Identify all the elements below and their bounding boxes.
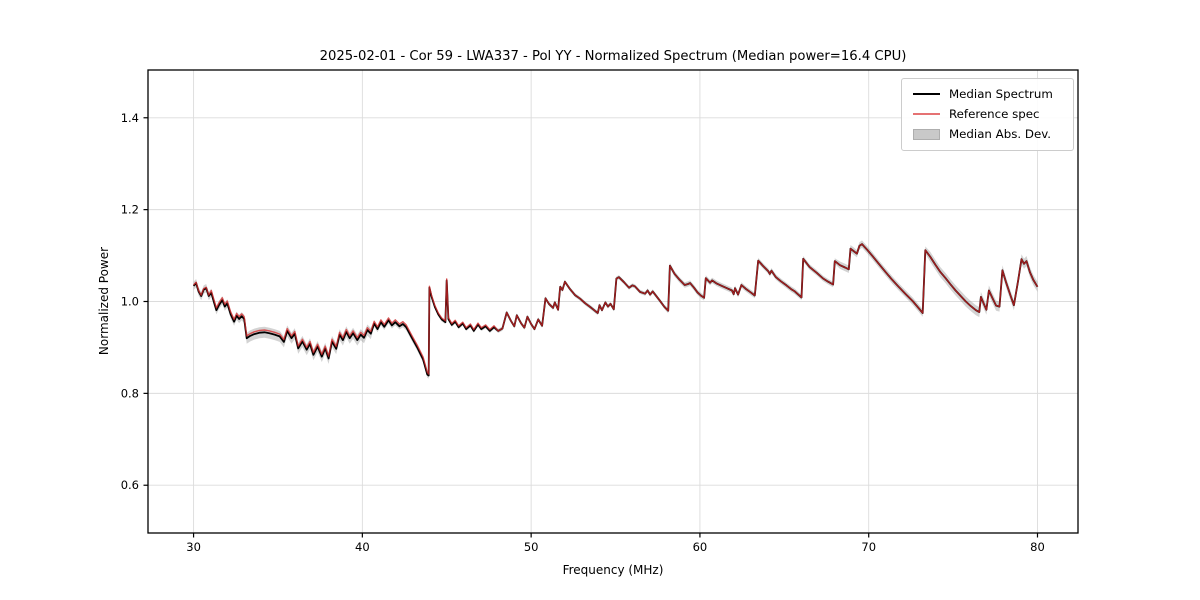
legend-item-mad: Median Abs. Dev. [902,124,1073,144]
x-tick-label: 30 [186,540,201,554]
x-axis-label: Frequency (MHz) [562,563,664,577]
y-tick-label: 1.4 [121,111,139,125]
legend-item-median-spectrum: Median Spectrum [902,84,1073,104]
x-tick-label: 60 [693,540,708,554]
legend-label: Median Abs. Dev. [949,127,1052,141]
mad-swatch [913,128,940,140]
y-tick-label: 0.8 [121,386,139,400]
y-tick-label: 1.2 [121,203,139,217]
median-spectrum-swatch [913,93,940,95]
y-tick-label: 1.0 [121,295,139,309]
reference-spec-swatch [913,113,940,115]
legend-item-reference-spec: Reference spec [902,104,1073,124]
y-tick-label: 0.6 [121,478,139,492]
reference-spec-line [193,243,1039,375]
legend-label: Reference spec [949,107,1040,121]
legend-label: Median Spectrum [949,87,1053,101]
x-tick-label: 50 [524,540,539,554]
x-tick-label: 70 [861,540,876,554]
x-tick-label: 80 [1030,540,1045,554]
y-axis-label: Normalized Power [97,246,111,356]
legend-box: Median Spectrum Reference spec Median Ab… [901,78,1074,151]
x-tick-label: 40 [355,540,370,554]
chart-title: 2025-02-01 - Cor 59 - LWA337 - Pol YY - … [319,49,907,64]
